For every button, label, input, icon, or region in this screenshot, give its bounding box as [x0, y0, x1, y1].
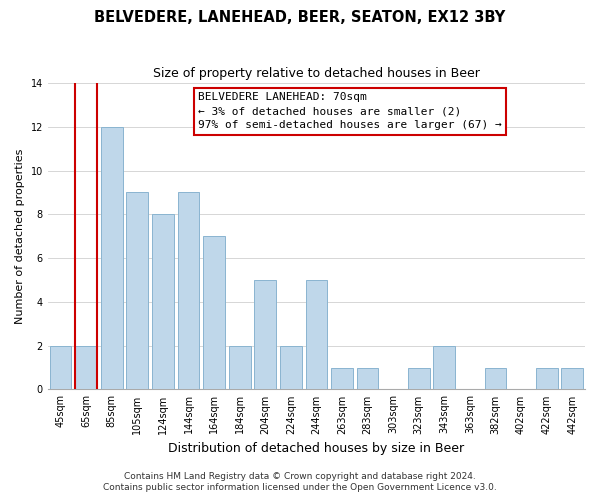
- Bar: [152, 214, 174, 390]
- Bar: [178, 192, 199, 390]
- Text: Contains HM Land Registry data © Crown copyright and database right 2024.
Contai: Contains HM Land Registry data © Crown c…: [103, 472, 497, 492]
- Y-axis label: Number of detached properties: Number of detached properties: [15, 148, 25, 324]
- Bar: [485, 368, 506, 390]
- Bar: [331, 368, 353, 390]
- Bar: [433, 346, 455, 390]
- Bar: [280, 346, 302, 390]
- X-axis label: Distribution of detached houses by size in Beer: Distribution of detached houses by size …: [169, 442, 464, 455]
- Bar: [536, 368, 557, 390]
- Bar: [101, 127, 122, 390]
- Bar: [50, 346, 71, 390]
- Title: Size of property relative to detached houses in Beer: Size of property relative to detached ho…: [153, 68, 480, 80]
- Bar: [562, 368, 583, 390]
- Text: BELVEDERE LANEHEAD: 70sqm
← 3% of detached houses are smaller (2)
97% of semi-de: BELVEDERE LANEHEAD: 70sqm ← 3% of detach…: [198, 92, 502, 130]
- Bar: [408, 368, 430, 390]
- Bar: [75, 346, 97, 390]
- Text: BELVEDERE, LANEHEAD, BEER, SEATON, EX12 3BY: BELVEDERE, LANEHEAD, BEER, SEATON, EX12 …: [94, 10, 506, 25]
- Bar: [254, 280, 276, 390]
- Bar: [229, 346, 251, 390]
- Bar: [305, 280, 327, 390]
- Bar: [203, 236, 225, 390]
- Bar: [127, 192, 148, 390]
- Bar: [356, 368, 379, 390]
